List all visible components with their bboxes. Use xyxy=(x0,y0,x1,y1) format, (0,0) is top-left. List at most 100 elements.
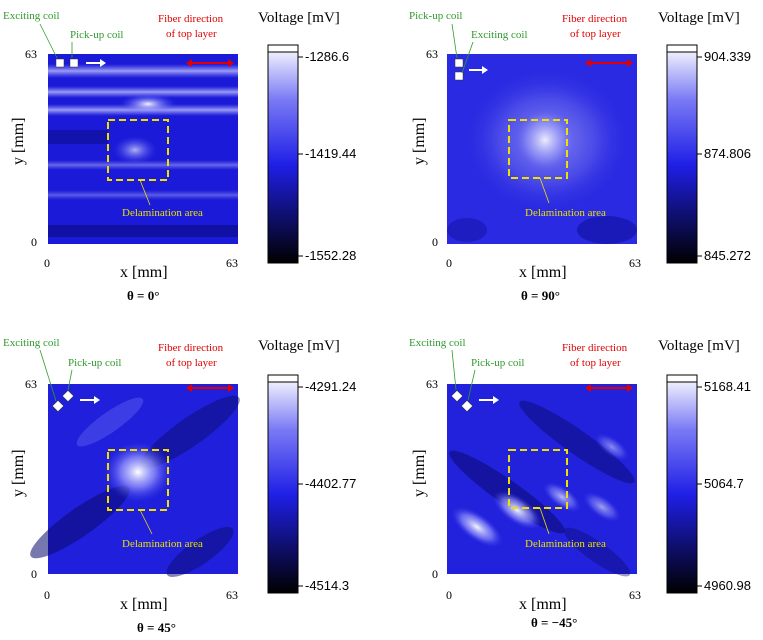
colorbar-max-label: 904.339 xyxy=(704,49,751,64)
exciting-coil-marker xyxy=(51,399,65,413)
pickup-coil-marker xyxy=(460,399,474,413)
y-tick-min: 0 xyxy=(432,567,438,581)
colorbar-cap xyxy=(666,44,698,53)
colorbar-title: Voltage [mV] xyxy=(658,338,740,354)
delamination-leader xyxy=(139,179,151,206)
delamination-box xyxy=(107,119,169,181)
fiber-direction-label-1: Fiber direction xyxy=(158,342,224,354)
fiber-direction-label-2: of top layer xyxy=(570,28,621,40)
y-tick-max: 63 xyxy=(426,47,438,61)
theta-label: θ = 45° xyxy=(137,620,176,635)
y-tick-max: 63 xyxy=(25,47,37,61)
x-axis-label: x [mm] xyxy=(519,264,567,281)
colorbar-mid-label: -1419.44 xyxy=(305,146,356,161)
x-tick-max: 63 xyxy=(226,256,238,270)
colorbar-mid-label: 5064.7 xyxy=(704,476,744,491)
x-tick-max: 63 xyxy=(629,256,641,270)
fiber-direction-label-1: Fiber direction xyxy=(158,13,224,25)
y-tick-min: 0 xyxy=(432,235,438,249)
x-tick-min: 0 xyxy=(446,588,452,602)
delamination-label: Delamination area xyxy=(122,207,203,219)
pickup-coil-label: Pick-up coil xyxy=(471,357,524,369)
colorbar-cap xyxy=(267,44,299,53)
exciting-coil-label: Exciting coil xyxy=(409,337,466,349)
scan-direction-arrow xyxy=(469,66,488,74)
pickup-coil-label: Pick-up coil xyxy=(68,357,121,369)
pickup-coil-leader xyxy=(451,23,458,59)
delamination-label: Delamination area xyxy=(525,538,606,550)
panel-theta-45: Delamination area Exciting coil Pick-up … xyxy=(0,322,380,640)
delamination-box xyxy=(508,119,568,179)
colorbar xyxy=(666,44,698,264)
pickup-coil-leader xyxy=(67,369,73,391)
colorbar-min-label: 4960.98 xyxy=(704,578,751,593)
exciting-coil-label: Exciting coil xyxy=(3,337,60,349)
x-axis-label: x [mm] xyxy=(120,264,168,281)
delamination-leader xyxy=(139,509,153,535)
exciting-coil-marker xyxy=(454,71,464,81)
exciting-coil-leader xyxy=(451,349,457,391)
colorbar-min-label: -1552.28 xyxy=(305,248,356,263)
colorbar-title: Voltage [mV] xyxy=(258,338,340,354)
pickup-coil-label: Pick-up coil xyxy=(409,10,462,22)
delamination-box xyxy=(107,449,169,511)
x-tick-max: 63 xyxy=(226,588,238,602)
fiber-direction-label-1: Fiber direction xyxy=(562,342,628,354)
colorbar-cap xyxy=(267,374,299,383)
fiber-direction-label-1: Fiber direction xyxy=(562,13,628,25)
x-axis-label: x [mm] xyxy=(120,596,168,613)
y-axis-label: y [mm] xyxy=(411,117,428,165)
fiber-direction-arrow xyxy=(585,59,633,67)
colorbar-cap xyxy=(666,374,698,383)
y-axis-label: y [mm] xyxy=(411,449,428,497)
x-tick-max: 63 xyxy=(629,588,641,602)
colorbar-title: Voltage [mV] xyxy=(658,10,740,26)
panel-theta-90: Delamination area Pick-up coil Exciting … xyxy=(397,0,763,318)
heatmap-image xyxy=(30,384,240,577)
y-tick-min: 0 xyxy=(31,567,37,581)
scan-direction-arrow xyxy=(86,59,106,67)
fiber-direction-arrow xyxy=(186,384,234,392)
colorbar-mid-label: -4402.77 xyxy=(305,476,356,491)
fiber-direction-arrow xyxy=(585,384,633,392)
theta-label: θ = 0° xyxy=(127,288,159,303)
exciting-coil-leader xyxy=(461,41,474,74)
delamination-leader xyxy=(539,507,550,535)
exciting-coil-leader xyxy=(39,349,57,402)
panel-theta-0: Delamination area Exciting coil Pick-up … xyxy=(0,0,380,318)
pickup-coil-leader xyxy=(467,369,476,401)
y-axis-label: y [mm] xyxy=(10,449,27,497)
delamination-label: Delamination area xyxy=(122,538,203,550)
heatmap-image xyxy=(48,54,238,244)
scan-direction-arrow xyxy=(479,396,499,404)
colorbar-mid-label: 874.806 xyxy=(704,146,751,161)
panel-svg: Delamination area Exciting coil Pick-up … xyxy=(3,10,356,303)
colorbar-max-label: -1286.6 xyxy=(305,49,349,64)
colorbar-min-label: -4514.3 xyxy=(305,578,349,593)
fiber-direction-label-2: of top layer xyxy=(570,357,621,369)
pickup-coil-marker xyxy=(61,389,75,403)
exciting-coil-leader xyxy=(39,23,58,59)
colorbar-max-label: -4291.24 xyxy=(305,379,356,394)
panel-svg: Delamination area Exciting coil Pick-up … xyxy=(409,337,751,630)
y-tick-max: 63 xyxy=(426,377,438,391)
exciting-coil-label: Exciting coil xyxy=(471,29,528,41)
heatmap-image xyxy=(447,54,637,244)
fiber-direction-label-2: of top layer xyxy=(166,357,217,369)
fiber-direction-label-2: of top layer xyxy=(166,28,217,40)
exciting-coil-marker xyxy=(55,58,65,68)
delamination-box xyxy=(508,449,568,509)
colorbar-max-label: 5168.41 xyxy=(704,379,751,394)
panel-theta-minus-45: Delamination area Exciting coil Pick-up … xyxy=(397,322,763,640)
colorbar xyxy=(267,374,299,594)
colorbar-title: Voltage [mV] xyxy=(258,10,340,26)
delamination-leader xyxy=(539,177,550,204)
fiber-direction-arrow xyxy=(186,59,234,67)
theta-label: θ = −45° xyxy=(531,615,577,630)
scan-direction-arrow xyxy=(80,396,100,404)
exciting-coil-marker xyxy=(450,389,464,403)
theta-label: θ = 90° xyxy=(521,288,560,303)
delamination-label: Delamination area xyxy=(525,207,606,219)
colorbar xyxy=(666,374,698,594)
pickup-coil-label: Pick-up coil xyxy=(70,29,123,41)
